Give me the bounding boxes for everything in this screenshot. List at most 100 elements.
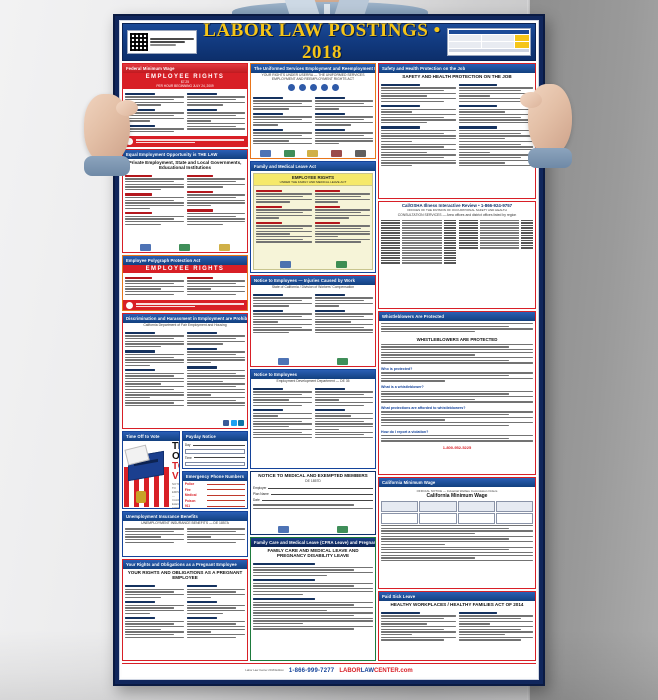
social-icons[interactable] bbox=[223, 420, 244, 427]
table-cell bbox=[457, 512, 495, 524]
dwc-subtitle: State of California / Division of Worker… bbox=[271, 285, 355, 289]
whistleblower-q4: How do I report a violation? bbox=[381, 429, 429, 434]
table-column-left bbox=[381, 220, 456, 306]
ballot-box-illustration bbox=[124, 442, 170, 508]
panel-header-employee-polygraph-protection-act: Employee Polygraph Protection Act bbox=[123, 256, 247, 265]
medical-exempt-form: Employer Plan Name Date bbox=[251, 484, 375, 524]
panel-family-medical-leave-act: Family and Medical Leave Act EMPLOYEE RI… bbox=[250, 161, 376, 273]
de35-subtitle: Employment Development Department — DE 3… bbox=[276, 379, 350, 383]
whd-logo-icon bbox=[335, 260, 347, 268]
panel-california-minimum-wage: California Minimum Wage OFFICIAL NOTICE … bbox=[378, 477, 536, 589]
ofccp-logo-icon bbox=[179, 243, 191, 251]
userra-service-seals bbox=[251, 82, 375, 93]
vote-headline-1: TIME OFF bbox=[172, 441, 180, 463]
fmla-cream-sheet: EMPLOYEE RIGHTS UNDER THE FAMILY AND MED… bbox=[253, 173, 373, 270]
footer-brand[interactable]: LABORLAWCENTER.com bbox=[339, 668, 412, 674]
panel-header-pregnant-employee-rights: Your Rights and Obligations as a Pregnan… bbox=[123, 560, 247, 570]
facebook-icon[interactable] bbox=[223, 420, 229, 427]
table-cell bbox=[381, 512, 419, 524]
vets-logo-icon bbox=[260, 149, 272, 157]
panel-payday-notice: Payday Notice Day Time bbox=[181, 431, 248, 470]
panel-discrimination-harassment-prohibited: Discrimination and Harassment in Employm… bbox=[122, 313, 248, 430]
right-thumb bbox=[520, 92, 542, 108]
brand-part-1: LABOR bbox=[339, 667, 361, 674]
dol-seal-icon bbox=[279, 260, 291, 268]
whistleblower-title: WHISTLEBLOWERS ARE PROTECTED bbox=[416, 337, 498, 343]
opm-logo-icon bbox=[354, 149, 366, 157]
left-hand bbox=[84, 94, 138, 176]
fmla-title-text: EMPLOYEE RIGHTS bbox=[291, 175, 335, 180]
dwc-logo-icon bbox=[337, 357, 348, 365]
cal-osha-table-note: CONSULTATION SERVICES — Area offices and… bbox=[397, 213, 517, 217]
panel-header-time-off-to-vote: Time Off to Vote bbox=[123, 432, 179, 442]
emergency-list: Police Fire Medical Poison 911 bbox=[183, 481, 247, 508]
ca-minimum-wage-content: OFFICIAL NOTICE — Industrial Welfare Com… bbox=[379, 487, 535, 588]
panel-employee-polygraph-protection-act: Employee Polygraph Protection Act EMPLOY… bbox=[122, 255, 248, 311]
cal-osha-phone: Cal/OSHA Illness Interactive Review • 1-… bbox=[401, 203, 513, 208]
agency-logo-row bbox=[123, 242, 247, 252]
panel-header-cfra: Family Care and Medical Leave (CFRA Leav… bbox=[251, 538, 375, 548]
right-hand bbox=[520, 84, 572, 168]
poster-inner: LABOR LAW POSTINGS • 2018 Federal Minimu… bbox=[119, 20, 539, 680]
panel-body-text bbox=[251, 290, 375, 356]
edd-logo-icon bbox=[278, 525, 289, 533]
panel-header-equal-employment-opportunity: Equal Employment Opportunity is THE LAW bbox=[123, 150, 247, 159]
panel-body-text bbox=[123, 581, 247, 660]
panel-userra: The Uniformed Services Employment and Re… bbox=[250, 63, 376, 159]
linkedin-icon[interactable] bbox=[238, 420, 244, 427]
panel-header-notice-to-employees-injuries: Notice to Employees — Injuries Caused by… bbox=[251, 276, 375, 285]
polygraph-rights-title: EMPLOYEE RIGHTS bbox=[145, 266, 225, 272]
poster-column-left: Federal Minimum Wage EMPLOYEE RIGHTS $7.… bbox=[122, 63, 248, 661]
agency-logo-row bbox=[254, 259, 372, 269]
userra-subtitle: YOUR RIGHTS UNDER USERRA — THE UNIFORMED… bbox=[261, 73, 365, 81]
brand-part-3: CENTER bbox=[374, 667, 399, 674]
eeo-subtitle: Private Employment, State and Local Gove… bbox=[128, 160, 242, 170]
payday-form: Day Time bbox=[183, 441, 247, 468]
labor-law-poster: LABOR LAW POSTINGS • 2018 Federal Minimu… bbox=[113, 14, 545, 686]
panel-header-emergency-phone-numbers: Emergency Phone Numbers bbox=[182, 472, 247, 482]
panel-body-text bbox=[123, 89, 247, 136]
revision-log-grid bbox=[449, 35, 529, 48]
navy-seal-icon bbox=[298, 84, 306, 91]
panel-agency-footer bbox=[123, 136, 247, 146]
payday-input-2[interactable] bbox=[184, 461, 245, 467]
paid-sick-leave-title: HEALTHY WORKPLACES / HEALTHY FAMILIES AC… bbox=[390, 602, 524, 607]
panel-notice-medical-exempted: NOTICE TO MEDICAL AND EXEMPTED MEMBERS D… bbox=[250, 471, 376, 536]
panel-header-discrimination-harassment: Discrimination and Harassment in Employm… bbox=[123, 314, 247, 323]
cal-osha-table-title: Cal/OSHA Illness Interactive Review • 1-… bbox=[379, 202, 535, 213]
qr-code-icon bbox=[130, 33, 148, 51]
whistleblower-q3: What protections are afforded to whistle… bbox=[381, 406, 466, 410]
whistleblower-q1: Who is protected? bbox=[381, 367, 413, 372]
panel-body-text bbox=[123, 273, 247, 300]
whistleblower-q2: What is a whistleblower? bbox=[381, 385, 424, 390]
twitter-icon[interactable] bbox=[230, 420, 237, 427]
table-header-cell bbox=[495, 500, 533, 512]
cal-osha-office-table bbox=[379, 218, 535, 308]
panel-body-text bbox=[251, 384, 375, 468]
brand-part-2: LAW bbox=[360, 667, 375, 674]
poster-body-grid: Federal Minimum Wage EMPLOYEE RIGHTS $7.… bbox=[120, 61, 538, 663]
poster-title-banner: LABOR LAW POSTINGS • 2018 bbox=[122, 20, 536, 63]
left-sleeve-cuff bbox=[84, 156, 130, 176]
dol-logo-icon bbox=[218, 243, 230, 251]
panel-safety-health-protection: Safety and Health Protection on the Job … bbox=[378, 63, 536, 199]
forms-stack: Payday Notice Day Time Emergency Phone N… bbox=[181, 431, 248, 510]
qr-code-box bbox=[127, 30, 197, 54]
esgr-logo-icon bbox=[307, 149, 319, 157]
panel-body-text bbox=[251, 93, 375, 148]
gold-seal-icon bbox=[136, 491, 146, 504]
ca-wage-table bbox=[381, 500, 533, 524]
ca-wage-heading: California Minimum Wage bbox=[426, 493, 488, 499]
payday-input-1[interactable] bbox=[184, 449, 245, 454]
table-cell bbox=[495, 512, 533, 524]
panel-header-notice-to-employees: Notice to Employees bbox=[251, 370, 375, 379]
vote-headline-2: TO VOTE bbox=[172, 461, 179, 483]
panel-header-california-minimum-wage: California Minimum Wage bbox=[379, 478, 535, 487]
brand-suffix: .com bbox=[398, 667, 413, 674]
left-thumb bbox=[116, 100, 138, 116]
medical-exempt-subtitle: DE 1857D bbox=[305, 479, 321, 484]
vote-content: TIME OFF TO VOTE NOTICE TO EMPLOYEES — C… bbox=[123, 441, 179, 508]
panel-whistleblowers-are-protected: Whistleblowers Are Protected WHISTLEBLOW… bbox=[378, 311, 536, 475]
panel-time-off-to-vote: Time Off to Vote TIME OFF bbox=[122, 431, 180, 510]
panel-body-text bbox=[379, 608, 535, 660]
